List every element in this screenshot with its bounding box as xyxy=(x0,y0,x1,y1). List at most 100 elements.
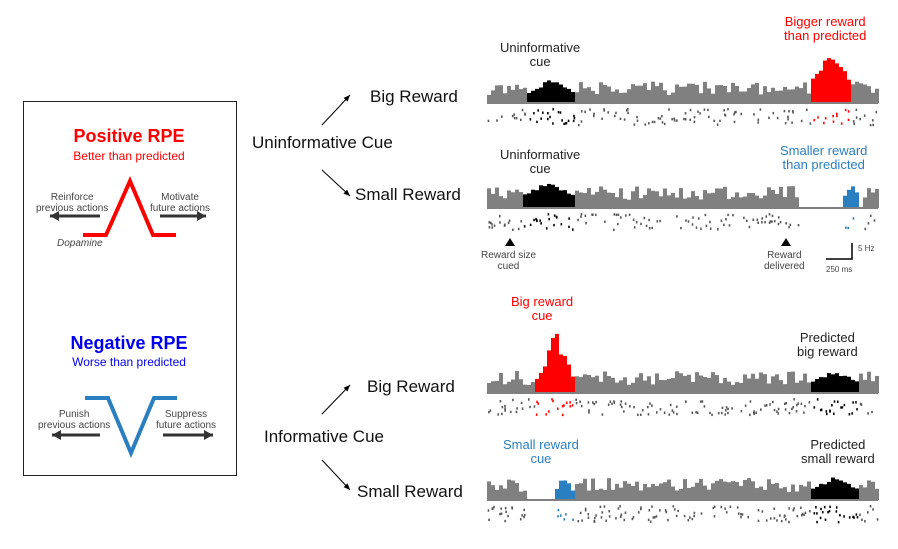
histogram-bar-p3 xyxy=(711,372,715,393)
histogram-bar-p2 xyxy=(735,192,739,208)
raster-dot-p3 xyxy=(537,402,539,405)
raster-dot-p4 xyxy=(700,512,703,515)
histogram-bar-p3 xyxy=(755,378,759,393)
raster-dot-p1 xyxy=(847,110,850,113)
histogram-bar-p4 xyxy=(839,480,843,500)
histogram-bar-p1 xyxy=(639,85,643,103)
histogram-bar-p3 xyxy=(871,381,875,393)
histogram-bar-p1 xyxy=(603,84,607,103)
raster-dot-p1 xyxy=(633,123,636,126)
raster-dot-p4 xyxy=(584,509,587,512)
raster-dot-p1 xyxy=(852,120,855,123)
histogram-bar-p4 xyxy=(623,481,627,500)
histogram-bar-p4 xyxy=(727,482,731,500)
raster-dot-p1 xyxy=(653,120,656,124)
histogram-bar-p3 xyxy=(595,375,599,393)
raster-dot-p3 xyxy=(527,398,530,401)
histogram-bar-p4 xyxy=(783,487,787,500)
raster-dot-p3 xyxy=(620,405,623,409)
histogram-bar-p4 xyxy=(771,483,775,500)
raster-dot-p3 xyxy=(731,407,733,410)
histogram-bar-p2 xyxy=(655,191,659,208)
raster-dot-p1 xyxy=(627,111,629,115)
raster-dot-p2 xyxy=(628,213,631,216)
histogram-bar-p2 xyxy=(763,195,767,208)
histogram-bar-p4 xyxy=(863,487,867,500)
raster-dot-p4 xyxy=(827,511,829,514)
raster-dot-p1 xyxy=(613,114,616,118)
histogram-bar-p3 xyxy=(567,364,571,393)
raster-dot-p2 xyxy=(659,219,661,223)
histogram-bar-p4 xyxy=(835,479,839,500)
raster-dot-p4 xyxy=(853,516,855,519)
raster-dot-p1 xyxy=(719,119,721,123)
raster-dot-p4 xyxy=(740,512,742,516)
raster-dot-p1 xyxy=(724,113,726,116)
raster-dot-p3 xyxy=(655,411,658,414)
raster-dot-p4 xyxy=(504,519,506,523)
histogram-bar-p4 xyxy=(787,491,791,500)
histogram-bar-p3 xyxy=(679,373,683,393)
raster-dot-p2 xyxy=(613,213,616,216)
histogram-bar-p4 xyxy=(699,478,703,500)
raster-dot-p1 xyxy=(657,117,660,120)
raster-dot-p1 xyxy=(577,123,580,127)
histogram-bar-p1 xyxy=(779,90,783,103)
raster-dot-p3 xyxy=(788,411,791,415)
raster-dot-p3 xyxy=(575,398,577,401)
raster-dot-p2 xyxy=(748,225,751,229)
raster-dot-p2 xyxy=(779,220,782,224)
raster-dot-p4 xyxy=(861,518,863,522)
raster-dot-p1 xyxy=(671,118,673,121)
raster-dot-p2 xyxy=(568,217,570,220)
raster-dot-p4 xyxy=(757,519,760,523)
raster-dot-p4 xyxy=(624,511,627,514)
histogram-bar-p1 xyxy=(771,87,775,103)
raster-dot-p1 xyxy=(552,122,554,125)
histogram-bar-p2 xyxy=(563,190,567,208)
raster-dot-p1 xyxy=(593,112,595,116)
raster-dot-p2 xyxy=(773,219,776,223)
histogram-bar-p2 xyxy=(623,198,627,208)
rpe-box xyxy=(23,101,237,476)
histogram-bar-p1 xyxy=(647,89,651,103)
raster-dot-p1 xyxy=(832,120,835,123)
raster-dot-p1 xyxy=(757,118,760,121)
raster-dot-p1 xyxy=(541,111,544,114)
raster-dot-p1 xyxy=(521,108,524,112)
raster-dot-p3 xyxy=(607,403,610,406)
raster-dot-p1 xyxy=(533,112,535,115)
raster-dot-p2 xyxy=(624,214,627,217)
histogram-bar-p1 xyxy=(791,89,795,103)
raster-dot-p4 xyxy=(659,509,661,512)
histogram-bar-p2 xyxy=(691,191,695,208)
raster-dot-p3 xyxy=(721,406,724,409)
raster-dot-p2 xyxy=(685,219,687,222)
histogram-bar-p3 xyxy=(859,373,863,393)
raster-dot-p2 xyxy=(648,226,651,230)
raster-dot-p2 xyxy=(499,214,501,218)
raster-dot-p1 xyxy=(673,117,676,120)
raster-dot-p2 xyxy=(520,220,523,223)
raster-dot-p4 xyxy=(667,518,669,522)
histogram-bar-p4 xyxy=(491,485,495,500)
histogram-bar-p4 xyxy=(647,487,651,500)
motivate-text: Motivate future actions xyxy=(150,192,211,214)
raster-dot-p4 xyxy=(779,514,781,517)
histogram-bar-p4 xyxy=(599,488,603,500)
raster-dot-p2 xyxy=(797,223,800,227)
raster-dot-p3 xyxy=(624,402,627,405)
histogram-bar-p4 xyxy=(823,484,827,500)
histogram-bar-p4 xyxy=(523,490,527,500)
raster-dot-p1 xyxy=(716,123,719,126)
histogram-bar-p1 xyxy=(875,88,879,103)
raster-dot-p1 xyxy=(776,116,779,120)
raster-dot-p4 xyxy=(523,513,526,517)
raster-dot-p1 xyxy=(693,120,696,124)
raster-dot-p2 xyxy=(633,226,636,229)
histogram-bar-p2 xyxy=(579,192,583,208)
histogram-bar-p1 xyxy=(835,63,839,103)
histogram-bar-p4 xyxy=(675,490,679,500)
histogram-bar-p4 xyxy=(759,486,763,500)
